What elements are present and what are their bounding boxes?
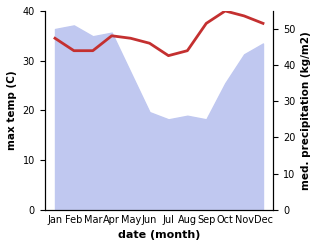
X-axis label: date (month): date (month) <box>118 230 200 240</box>
Y-axis label: med. precipitation (kg/m2): med. precipitation (kg/m2) <box>301 31 311 190</box>
Y-axis label: max temp (C): max temp (C) <box>7 70 17 150</box>
